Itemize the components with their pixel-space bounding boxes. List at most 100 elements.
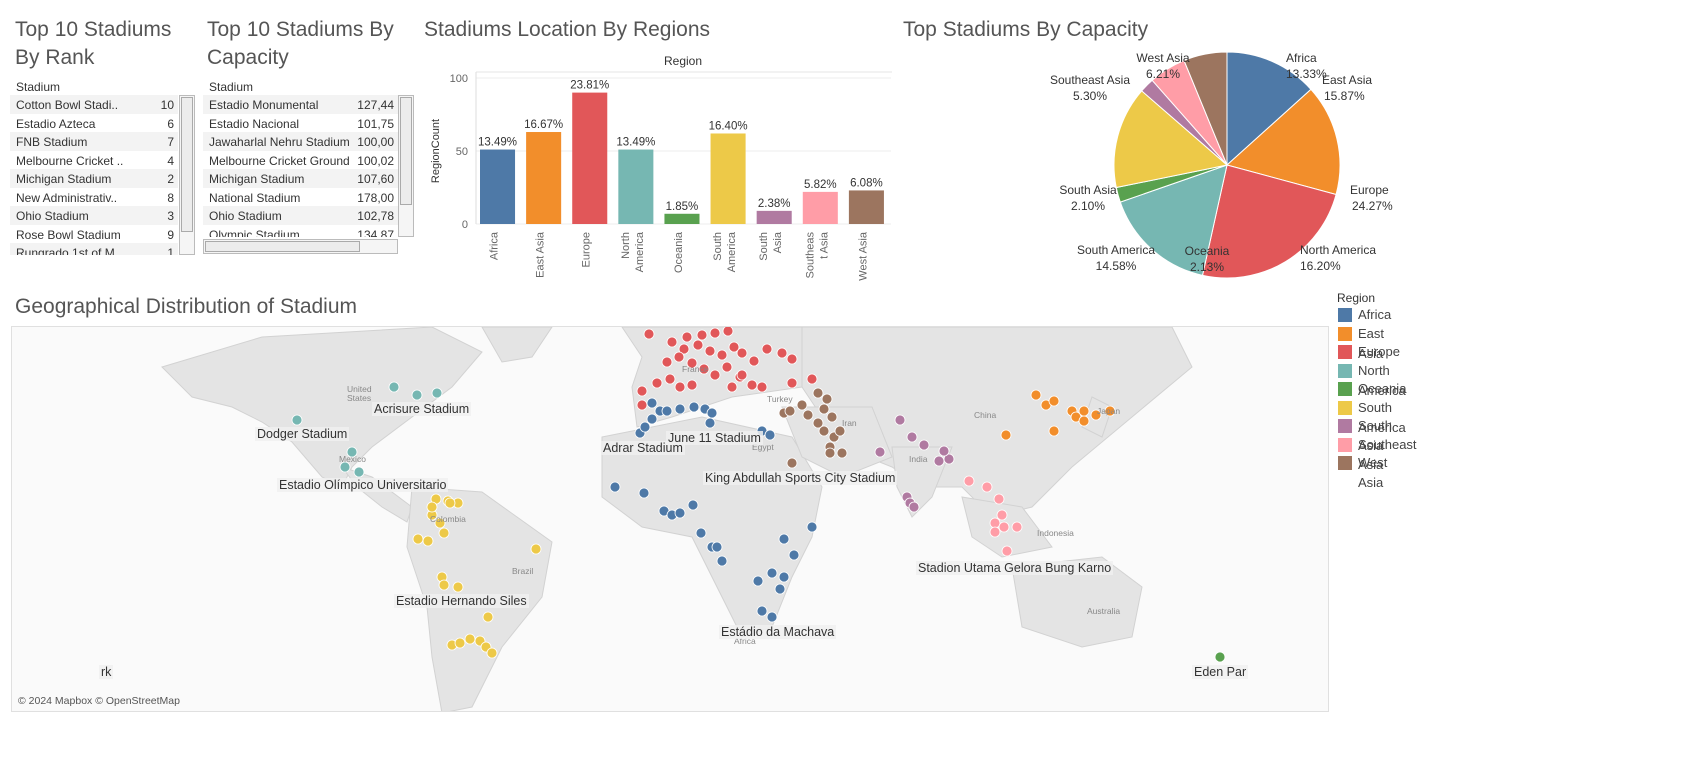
stadium-marker[interactable] <box>818 425 830 437</box>
map-stadium-label[interactable]: Estadio Olímpico Universitario <box>277 478 449 492</box>
stadium-marker[interactable] <box>818 403 830 415</box>
bar[interactable] <box>756 210 792 224</box>
stadium-marker[interactable] <box>636 385 648 397</box>
stadium-marker[interactable] <box>686 357 698 369</box>
capacity-table-row[interactable]: Jawaharlal Nehru Stadium 100,00 <box>203 132 398 152</box>
map-stadium-label[interactable]: Acrisure Stadium <box>372 402 472 416</box>
stadium-marker[interactable] <box>752 575 764 587</box>
stadium-marker[interactable] <box>643 328 655 340</box>
stadium-marker[interactable] <box>674 507 686 519</box>
capacity-table-row[interactable]: Estadio Nacional 101,75 <box>203 113 398 134</box>
stadium-marker[interactable] <box>1090 409 1102 421</box>
stadium-marker[interactable] <box>678 343 690 355</box>
rank-table-row[interactable]: Rungrado 1st of M.. 1 <box>10 243 178 255</box>
stadium-marker[interactable] <box>788 549 800 561</box>
stadium-marker[interactable] <box>664 373 676 385</box>
stadium-marker[interactable] <box>761 343 773 355</box>
stadium-marker[interactable] <box>1214 651 1226 663</box>
stadium-marker[interactable] <box>1000 429 1012 441</box>
stadium-marker[interactable] <box>673 351 685 363</box>
stadium-marker[interactable] <box>482 611 494 623</box>
rank-table-row[interactable]: Melbourne Cricket .. 4 <box>10 150 178 171</box>
stadium-marker[interactable] <box>812 417 824 429</box>
rank-table-row[interactable]: Estadio Azteca 6 <box>10 113 178 134</box>
stadium-marker[interactable] <box>1048 395 1060 407</box>
capacity-table-hscroll-thumb[interactable] <box>205 241 360 252</box>
stadium-marker[interactable] <box>1030 389 1042 401</box>
bar[interactable] <box>848 190 884 224</box>
map-canvas[interactable] <box>12 327 1329 712</box>
map-stadium-label[interactable]: rk <box>99 665 114 679</box>
stadium-marker[interactable] <box>722 327 734 337</box>
stadium-marker[interactable] <box>933 455 945 467</box>
stadium-marker[interactable] <box>692 339 704 351</box>
stadium-marker[interactable] <box>963 475 975 487</box>
map-stadium-label[interactable]: Dodger Stadium <box>255 427 350 441</box>
stadium-marker[interactable] <box>609 481 621 493</box>
stadium-marker[interactable] <box>812 387 824 399</box>
pie-slice[interactable] <box>1226 51 1312 167</box>
stadium-marker[interactable] <box>706 407 718 419</box>
capacity-table-row[interactable]: Michigan Stadium 107,60 <box>203 169 398 189</box>
capacity-table-row[interactable]: National Stadium 178,00 <box>203 187 398 208</box>
rank-table-row[interactable]: Rose Bowl Stadium 9 <box>10 224 178 245</box>
rank-table-row[interactable]: New Administrativ.. 8 <box>10 187 178 208</box>
pie-slice[interactable] <box>1201 164 1337 279</box>
map-stadium-label[interactable]: King Abdullah Sports City Stadium <box>703 471 898 485</box>
pie-slice[interactable] <box>1183 51 1228 166</box>
stadium-marker[interactable] <box>412 533 424 545</box>
stadium-marker[interactable] <box>756 605 768 617</box>
stadium-marker[interactable] <box>291 414 303 426</box>
map-stadium-label[interactable]: June 11 Stadium <box>666 431 763 445</box>
rank-table-row[interactable]: FNB Stadium 7 <box>10 132 178 152</box>
stadium-marker[interactable] <box>943 453 955 465</box>
map-stadium-label[interactable]: Adrar Stadium <box>601 441 685 455</box>
stadium-marker[interactable] <box>388 381 400 393</box>
stadium-marker[interactable] <box>998 521 1010 533</box>
stadium-marker[interactable] <box>695 527 707 539</box>
rank-table-row[interactable]: Ohio Stadium 3 <box>10 206 178 226</box>
stadium-marker[interactable] <box>696 329 708 341</box>
stadium-marker[interactable] <box>766 567 778 579</box>
stadium-marker[interactable] <box>786 353 798 365</box>
pie-slice[interactable] <box>1119 164 1228 276</box>
stadium-marker[interactable] <box>698 363 710 375</box>
map-stadium-label[interactable]: Estádio da Machava <box>719 625 837 639</box>
map-stadium-label[interactable]: Eden Par <box>1192 665 1249 679</box>
stadium-marker[interactable] <box>636 399 648 411</box>
stadium-marker[interactable] <box>438 527 450 539</box>
bar[interactable] <box>664 213 700 224</box>
stadium-marker[interactable] <box>824 447 836 459</box>
bar[interactable] <box>572 92 608 224</box>
capacity-table-row[interactable]: Olympic Stadium 134,87 <box>203 224 398 237</box>
stadium-marker[interactable] <box>639 421 651 433</box>
stadium-marker[interactable] <box>688 401 700 413</box>
stadium-marker[interactable] <box>709 369 721 381</box>
bar[interactable] <box>526 132 562 224</box>
stadium-marker[interactable] <box>728 341 740 353</box>
stadium-marker[interactable] <box>411 389 423 401</box>
rank-table-scrollbar[interactable] <box>179 95 195 255</box>
stadium-marker[interactable] <box>464 633 476 645</box>
capacity-table-hscrollbar[interactable] <box>203 239 398 254</box>
stadium-marker[interactable] <box>666 336 678 348</box>
stadium-marker[interactable] <box>1104 405 1116 417</box>
stadium-marker[interactable] <box>786 377 798 389</box>
stadium-marker[interactable] <box>836 447 848 459</box>
stadium-marker[interactable] <box>989 517 1001 529</box>
rank-table-body[interactable]: Cotton Bowl Stadi.. 10 Estadio Azteca 6 FNB … <box>10 95 178 255</box>
stadium-marker[interactable] <box>736 347 748 359</box>
stadium-marker[interactable] <box>661 356 673 368</box>
stadium-marker[interactable] <box>993 493 1005 505</box>
capacity-table-row[interactable]: Melbourne Cricket Ground 100,02 <box>203 150 398 171</box>
stadium-marker[interactable] <box>434 517 446 529</box>
stadium-marker[interactable] <box>426 501 438 513</box>
bar[interactable] <box>480 149 516 224</box>
stadium-marker[interactable] <box>454 637 466 649</box>
stadium-marker[interactable] <box>989 526 1001 538</box>
stadium-marker[interactable] <box>422 535 434 547</box>
stadium-marker[interactable] <box>1078 415 1090 427</box>
stadium-marker[interactable] <box>806 521 818 533</box>
stadium-marker[interactable] <box>646 413 658 425</box>
stadium-marker[interactable] <box>1078 405 1090 417</box>
